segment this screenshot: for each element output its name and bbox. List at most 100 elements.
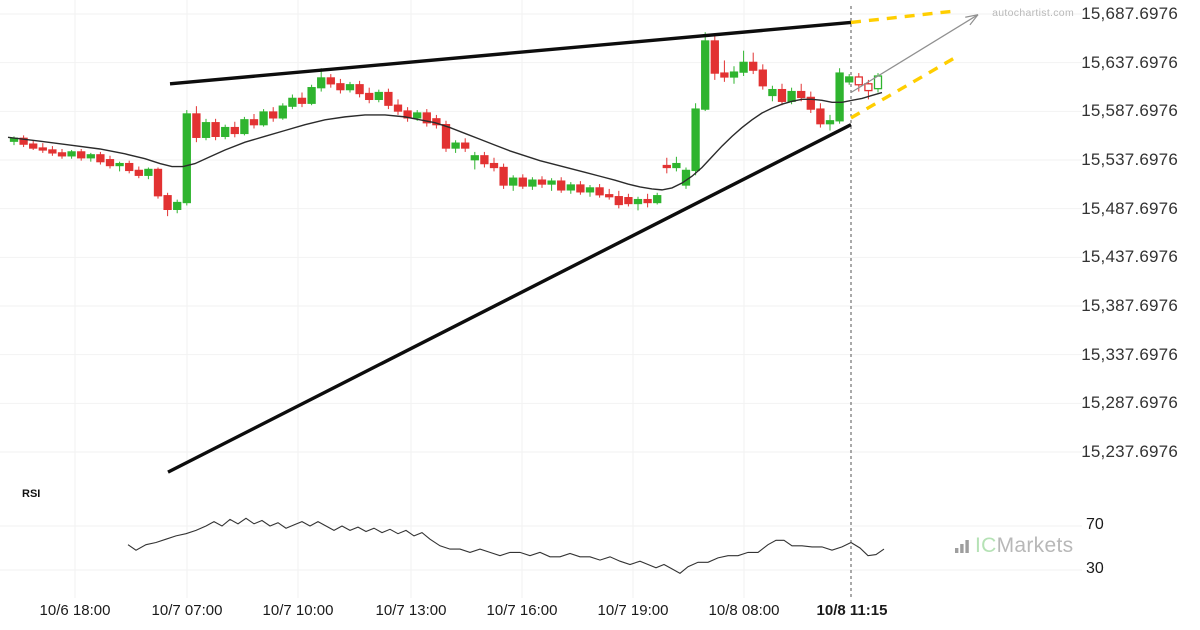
candle xyxy=(825,114,835,131)
time-axis-label: 10/7 13:00 xyxy=(375,602,447,619)
candle xyxy=(240,116,249,136)
upper-trendline xyxy=(169,20,852,86)
moving-average-line xyxy=(7,91,883,191)
candle xyxy=(19,135,28,148)
candle xyxy=(518,174,527,189)
candle xyxy=(691,103,700,176)
candle xyxy=(125,160,134,174)
candle xyxy=(537,176,547,188)
candle xyxy=(29,140,38,150)
candle xyxy=(758,64,767,90)
time-axis-label: 10/7 19:00 xyxy=(597,602,669,619)
candle xyxy=(105,155,115,169)
price-axis-label: 15,637.6976 xyxy=(1081,52,1178,72)
candle xyxy=(144,167,153,180)
candle xyxy=(307,84,316,106)
candle xyxy=(384,88,393,110)
price-axis-label: 15,287.6976 xyxy=(1081,393,1178,413)
candle xyxy=(509,175,518,191)
candle xyxy=(278,103,287,120)
candle xyxy=(211,118,220,141)
candle xyxy=(96,151,105,165)
price-axis-label: 15,687.6976 xyxy=(1081,4,1178,23)
candle xyxy=(557,177,566,193)
candle xyxy=(528,177,537,190)
candle xyxy=(797,83,806,102)
price-axis-label: 15,337.6976 xyxy=(1081,344,1178,364)
price-axis-label: 15,587.6976 xyxy=(1081,101,1178,121)
candle xyxy=(566,182,575,194)
candle xyxy=(749,52,758,75)
candle xyxy=(422,109,431,127)
candle xyxy=(576,181,585,195)
candle xyxy=(269,107,278,122)
price-axis-label: 15,437.6976 xyxy=(1081,247,1178,267)
candle xyxy=(374,89,383,103)
candle xyxy=(816,103,825,128)
rsi-pane-title: RSI xyxy=(22,488,41,500)
candle xyxy=(230,121,239,138)
candle xyxy=(701,32,710,112)
candle xyxy=(480,151,489,168)
candle xyxy=(614,190,623,209)
candle xyxy=(355,80,364,98)
candle xyxy=(365,87,374,104)
gridlines xyxy=(0,0,1082,598)
candle xyxy=(259,109,268,127)
candle xyxy=(489,157,499,172)
candle xyxy=(739,50,748,76)
candle xyxy=(221,124,230,140)
rsi-level-30-label: 30 xyxy=(1086,560,1104,577)
candle xyxy=(432,114,441,129)
candle xyxy=(163,192,172,217)
candle xyxy=(633,196,643,211)
candle xyxy=(499,163,508,189)
candle xyxy=(317,68,326,92)
candle xyxy=(173,199,182,214)
candle xyxy=(77,148,86,161)
price-axis-label: 15,387.6976 xyxy=(1081,296,1178,315)
lower-projection xyxy=(850,55,958,120)
candle xyxy=(345,81,355,93)
candle xyxy=(470,151,479,170)
lower-trendline xyxy=(167,123,852,474)
candle xyxy=(451,140,460,153)
candle xyxy=(336,78,345,94)
candle xyxy=(710,35,719,80)
candle xyxy=(672,156,681,172)
candle xyxy=(643,193,652,208)
time-axis-label: 10/7 10:00 xyxy=(262,602,334,619)
candle xyxy=(729,66,739,84)
bar-chart-icon xyxy=(955,540,969,553)
price-axis-label: 15,537.6976 xyxy=(1081,150,1178,169)
candle xyxy=(48,146,57,156)
candle xyxy=(653,192,662,205)
candle xyxy=(326,74,335,88)
candle xyxy=(182,110,191,206)
candle xyxy=(835,68,844,124)
candle xyxy=(86,152,95,162)
candlesticks xyxy=(9,32,883,217)
candle xyxy=(38,143,47,153)
icmarkets-markets-text: Markets xyxy=(996,534,1074,557)
candle xyxy=(845,74,854,85)
candle xyxy=(297,92,307,108)
time-axis-label: 10/8 11:15 xyxy=(816,602,888,619)
candle xyxy=(605,188,614,200)
time-axis-label: 10/7 07:00 xyxy=(151,602,223,619)
upper-projection xyxy=(850,9,958,25)
forecast-arrow xyxy=(850,14,979,94)
rsi-line xyxy=(127,517,885,574)
candle xyxy=(134,166,143,179)
time-axis-label: 10/8 08:00 xyxy=(708,602,780,619)
candle xyxy=(624,193,633,207)
candle xyxy=(249,113,259,129)
candle xyxy=(547,178,556,191)
candle xyxy=(768,85,777,102)
time-axis-label: 10/6 18:00 xyxy=(39,602,111,619)
candle xyxy=(461,138,470,152)
candle xyxy=(662,157,671,174)
candle xyxy=(115,161,124,172)
candle xyxy=(595,184,604,198)
